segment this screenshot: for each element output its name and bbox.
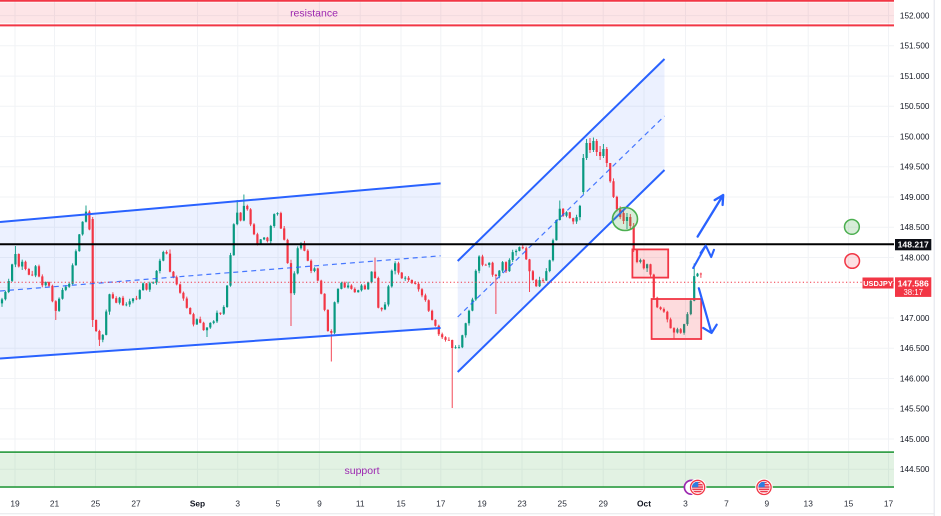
- svg-text:13: 13: [804, 498, 814, 508]
- svg-text:Oct: Oct: [637, 498, 651, 508]
- svg-text:5: 5: [276, 498, 281, 508]
- svg-text:148.000: 148.000: [900, 253, 930, 262]
- svg-text:19: 19: [477, 498, 487, 508]
- svg-text:144.500: 144.500: [900, 465, 930, 474]
- svg-text:146.500: 146.500: [900, 344, 930, 353]
- svg-text:Sep: Sep: [190, 498, 205, 508]
- svg-text:9: 9: [317, 498, 322, 508]
- svg-text:15: 15: [844, 498, 854, 508]
- svg-text:15: 15: [396, 498, 406, 508]
- svg-text:11: 11: [356, 498, 365, 508]
- svg-text:145.500: 145.500: [900, 405, 930, 414]
- svg-text:150.000: 150.000: [900, 133, 930, 142]
- svg-text:17: 17: [884, 498, 894, 508]
- svg-text:3: 3: [235, 498, 240, 508]
- svg-text:38:17: 38:17: [903, 288, 923, 297]
- svg-text:19: 19: [10, 498, 20, 508]
- svg-text:7: 7: [724, 498, 729, 508]
- svg-text:USDJPY: USDJPY: [863, 279, 893, 288]
- svg-text:resistance: resistance: [290, 8, 338, 20]
- svg-text:23: 23: [517, 498, 527, 508]
- svg-text:147.000: 147.000: [900, 314, 930, 323]
- svg-text:21: 21: [50, 498, 60, 508]
- svg-text:3: 3: [683, 498, 688, 508]
- svg-text:25: 25: [91, 498, 101, 508]
- svg-text:151.500: 151.500: [900, 42, 930, 51]
- svg-text:29: 29: [599, 498, 609, 508]
- svg-text:147.586: 147.586: [898, 278, 929, 288]
- svg-text:151.000: 151.000: [900, 72, 930, 81]
- svg-text:27: 27: [131, 498, 141, 508]
- svg-text:9: 9: [764, 498, 769, 508]
- svg-text:17: 17: [436, 498, 446, 508]
- svg-text:145.000: 145.000: [900, 435, 930, 444]
- svg-text:150.500: 150.500: [900, 102, 930, 111]
- svg-text:148.500: 148.500: [900, 223, 930, 232]
- svg-text:149.500: 149.500: [900, 163, 930, 172]
- svg-text:152.000: 152.000: [900, 12, 930, 21]
- svg-text:148.217: 148.217: [898, 240, 929, 250]
- svg-text:149.000: 149.000: [900, 193, 930, 202]
- svg-text:146.000: 146.000: [900, 374, 930, 383]
- svg-text:support: support: [344, 465, 379, 477]
- svg-text:25: 25: [558, 498, 568, 508]
